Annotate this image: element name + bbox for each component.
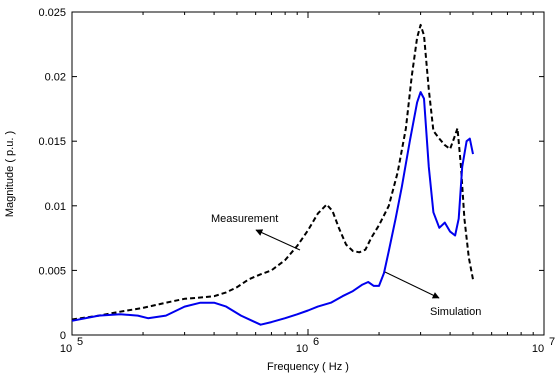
simulation-arrow [384, 271, 440, 299]
y-tick-label: 0.02 [45, 72, 66, 84]
series-line-measurement [71, 23, 474, 321]
x-tick-label: 10 [532, 343, 544, 355]
y-axis-label: Magnitude ( p.u. ) [4, 131, 16, 217]
plot-frame [71, 11, 545, 336]
simulation-label: Simulation [430, 306, 481, 318]
series-layer [71, 23, 474, 326]
y-tick-label: 0.015 [38, 136, 66, 148]
x-tick-exponent: 5 [77, 336, 83, 348]
x-tick-exponent: 7 [549, 336, 555, 348]
y-tick-label: 0.025 [38, 7, 66, 19]
y-tick-label: 0.005 [38, 265, 66, 277]
measurement-arrow [255, 229, 301, 251]
x-tick-label: 10 [296, 343, 308, 355]
x-tick-exponent: 6 [313, 336, 319, 348]
annotation-simulation: Simulation [384, 271, 481, 318]
plot-area [71, 11, 545, 336]
x-axis-label: Frequency ( Hz ) [267, 361, 349, 373]
measurement-label: Measurement [211, 213, 278, 225]
series-line-simulation [71, 91, 474, 326]
y-axis-ticks: 0 0.005 0.01 0.015 0.02 0.025 [38, 7, 544, 342]
y-tick-label: 0 [60, 330, 66, 342]
annotation-measurement: Measurement [211, 213, 301, 251]
x-axis-ticks: 10 5 10 6 10 7 [60, 12, 555, 355]
y-tick-label: 0.01 [45, 201, 66, 213]
x-tick-label: 10 [60, 343, 72, 355]
